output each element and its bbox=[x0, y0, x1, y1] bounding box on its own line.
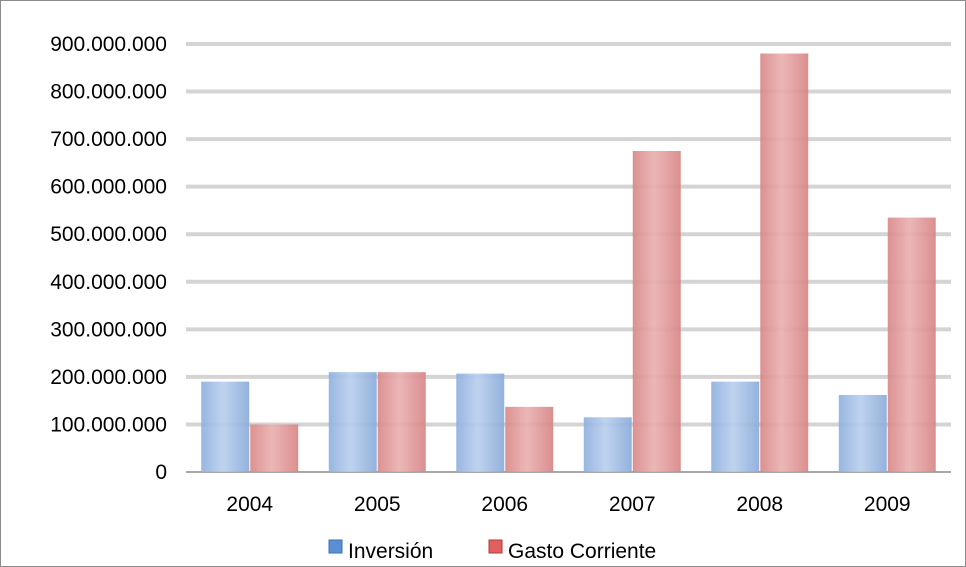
bar-inversion bbox=[328, 372, 377, 472]
bar-gasto-corriente bbox=[632, 151, 681, 472]
y-tick-label: 300.000.000 bbox=[50, 318, 167, 341]
legend-label-gasto-corriente: Gasto Corriente bbox=[508, 540, 656, 563]
y-tick-label: 500.000.000 bbox=[50, 223, 167, 246]
y-tick-label: 700.000.000 bbox=[50, 128, 167, 151]
legend-label-inversion: Inversión bbox=[348, 540, 433, 563]
y-tick-label: 0 bbox=[155, 461, 167, 484]
y-tick-label: 600.000.000 bbox=[50, 176, 167, 199]
y-axis-tick-labels: 0 100.000.000 200.000.000 300.000.000 400.00… bbox=[50, 33, 167, 484]
x-axis-tick-labels: 2004 2005 2006 2007 2008 2009 bbox=[226, 493, 910, 516]
legend-swatch-inversion bbox=[328, 539, 343, 554]
x-tick-label: 2007 bbox=[609, 493, 656, 516]
y-tick-label: 200.000.000 bbox=[50, 366, 167, 389]
bar-inversion bbox=[201, 381, 250, 472]
bar-gasto-corriente bbox=[250, 424, 299, 472]
x-tick-label: 2005 bbox=[354, 493, 401, 516]
x-tick-label: 2004 bbox=[226, 493, 273, 516]
y-tick-label: 400.000.000 bbox=[50, 271, 167, 294]
y-tick-label: 100.000.000 bbox=[50, 413, 167, 436]
y-tick-label: 900.000.000 bbox=[50, 33, 167, 56]
x-tick-label: 2009 bbox=[864, 493, 911, 516]
gridlines bbox=[186, 42, 951, 473]
bar-gasto-corriente bbox=[505, 406, 554, 472]
bar-gasto-corriente bbox=[377, 372, 426, 472]
bar-inversion bbox=[711, 381, 760, 472]
bar-inversion bbox=[838, 394, 887, 472]
legend: Inversión Gasto Corriente bbox=[328, 539, 656, 563]
bar-inversion bbox=[583, 417, 632, 472]
bar-inversion bbox=[456, 373, 505, 472]
x-tick-label: 2008 bbox=[736, 493, 783, 516]
bars bbox=[201, 53, 936, 473]
y-tick-label: 800.000.000 bbox=[50, 81, 167, 104]
legend-swatch-gasto-corriente bbox=[488, 539, 503, 554]
x-tick-label: 2006 bbox=[481, 493, 528, 516]
bar-gasto-corriente bbox=[887, 217, 936, 472]
bar-gasto-corriente bbox=[760, 53, 809, 473]
